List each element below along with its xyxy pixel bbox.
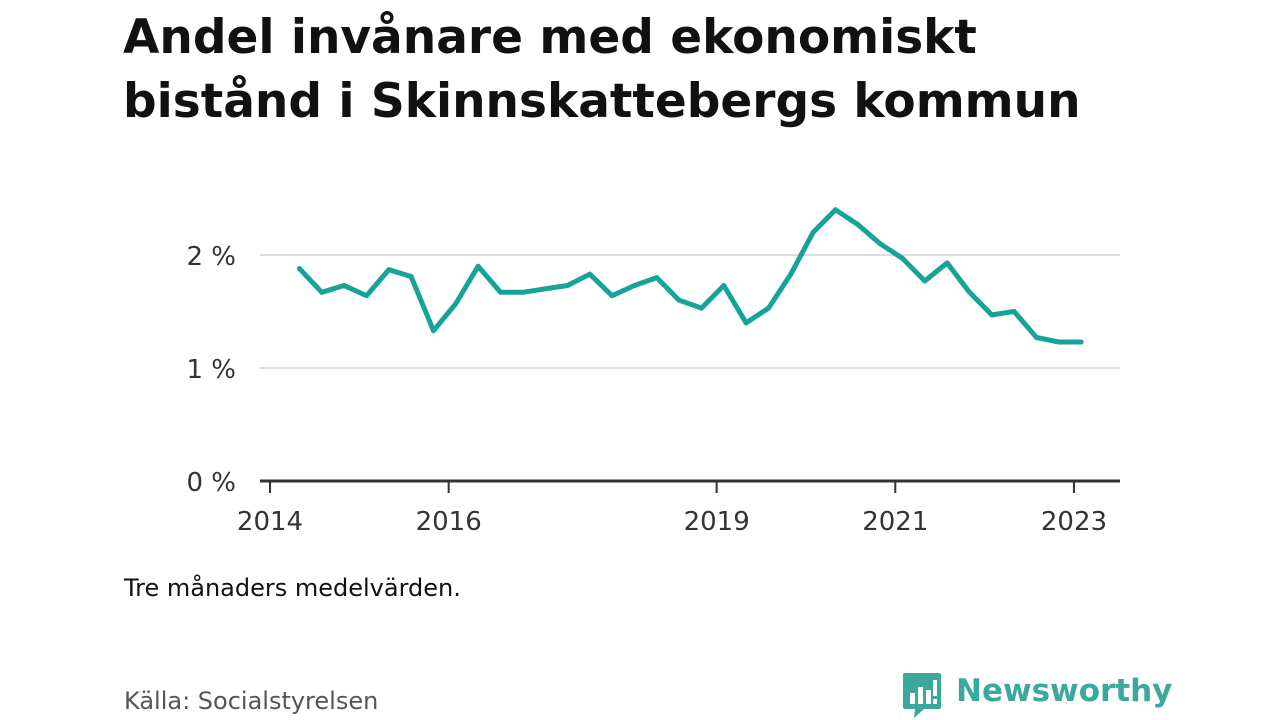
data-point: [966, 289, 972, 295]
data-point: [1078, 339, 1084, 345]
data-point: [542, 286, 548, 292]
data-point: [631, 283, 637, 289]
y-tick-label: 0 %: [186, 468, 236, 498]
data-point: [698, 305, 704, 311]
data-point: [408, 273, 414, 279]
data-point: [497, 289, 503, 295]
data-point: [341, 283, 347, 289]
data-point: [430, 328, 436, 334]
y-tick-label: 2 %: [186, 242, 236, 272]
y-tick-label: 1 %: [186, 355, 236, 385]
data-point: [743, 320, 749, 326]
data-point: [922, 278, 928, 284]
data-point: [609, 293, 615, 299]
x-tick-label: 2014: [237, 507, 303, 537]
x-tick-label: 2023: [1041, 507, 1107, 537]
data-point: [386, 267, 392, 273]
data-point: [855, 221, 861, 227]
data-point: [475, 263, 481, 269]
chart-title-line-2: bistånd i Skinnskattebergs kommun: [123, 74, 1081, 129]
y-axis-tick-labels: 0 % 1 % 2 %: [186, 242, 236, 498]
data-point: [453, 301, 459, 307]
data-point: [587, 271, 593, 277]
chart-title: Andel invånare med ekonomiskt bistånd i …: [123, 6, 1183, 134]
data-point: [810, 229, 816, 235]
source-credit: Källa: Socialstyrelsen: [124, 687, 379, 715]
data-point: [944, 260, 950, 266]
grid-lines: [260, 254, 1120, 369]
data-point: [1011, 309, 1017, 314]
data-point: [788, 271, 794, 277]
x-tick-label: 2021: [862, 507, 928, 537]
data-point: [989, 312, 995, 318]
x-tick-label: 2019: [684, 507, 750, 537]
data-point: [832, 207, 838, 213]
data-point: [676, 297, 682, 303]
series-layer: [296, 207, 1084, 345]
data-point: [1033, 334, 1039, 340]
data-point: [363, 293, 369, 299]
data-point: [1056, 339, 1062, 345]
data-point: [564, 283, 570, 289]
x-axis-tick-labels: 2014 2016 2019 2021 2023: [237, 507, 1107, 537]
chart-title-line-1: Andel invånare med ekonomiskt: [123, 10, 977, 65]
data-point: [319, 289, 325, 295]
data-point: [765, 305, 771, 311]
chart-note: Tre månaders medelvärden.: [124, 574, 461, 602]
data-point: [899, 255, 905, 261]
bar-chart-speech-bubble-icon: [903, 673, 941, 718]
x-axis: [260, 479, 1120, 493]
brand-logo: Newsworthy: [902, 670, 1172, 720]
data-point: [520, 289, 526, 295]
data-point: [877, 241, 883, 247]
data-point: [721, 283, 727, 289]
series-line: [297, 207, 1082, 345]
data-point: [296, 266, 302, 272]
data-point: [654, 275, 660, 281]
brand-name: Newsworthy: [956, 673, 1173, 709]
x-tick-label: 2016: [416, 507, 482, 537]
